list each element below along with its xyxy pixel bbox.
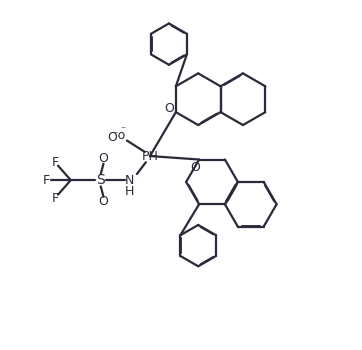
Text: F: F — [43, 174, 50, 187]
Text: O: O — [98, 152, 109, 165]
Text: N: N — [125, 174, 134, 187]
Text: O: O — [107, 131, 117, 144]
Text: PH: PH — [142, 149, 159, 162]
Text: H: H — [125, 185, 134, 198]
Text: ⁻: ⁻ — [120, 125, 125, 135]
Text: O: O — [165, 102, 174, 115]
Text: F: F — [52, 156, 59, 169]
Text: O: O — [190, 161, 200, 174]
Text: O: O — [98, 195, 109, 208]
Text: F: F — [52, 191, 59, 205]
Text: S: S — [96, 173, 104, 187]
Text: ⁻o: ⁻o — [111, 129, 125, 142]
